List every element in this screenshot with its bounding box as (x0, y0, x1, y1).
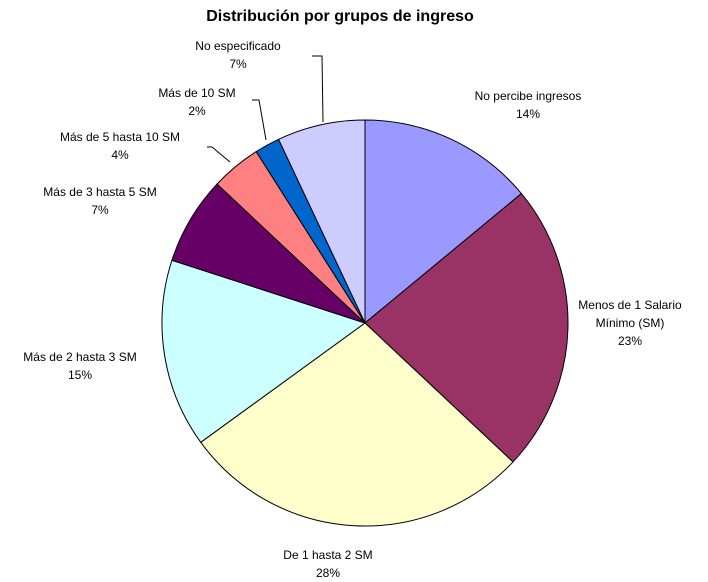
slice-label: No percibe ingresos 14% (458, 87, 598, 123)
slice-value-label: 4% (111, 148, 129, 162)
slice-category-label: Más de 10 SM (158, 86, 236, 100)
slice-value-label: 2% (188, 104, 206, 118)
chart-title: Distribución por grupos de ingreso (206, 8, 474, 25)
slice-category-label: No especificado (195, 39, 281, 53)
pie-slice (364, 119, 523, 325)
slice-category-label: Menos de 1 Salario Mínimo (SM) (578, 298, 682, 330)
pie-slice (277, 119, 366, 324)
slice-category-label: Más de 3 hasta 5 SM (43, 185, 157, 199)
slice-value-label: 28% (315, 566, 341, 580)
slice-label: De 1 hasta 2 SM 28% (258, 546, 398, 582)
slice-label: Menos de 1 Salario Mínimo (SM) 23% (575, 296, 685, 350)
slice-category-label: Más de 5 hasta 10 SM (59, 130, 181, 144)
pie-slice (200, 322, 514, 527)
slice-label: No especificado 7% (178, 37, 298, 73)
slice-value-label: 14% (515, 107, 541, 121)
slice-value-label: 15% (67, 368, 93, 382)
leader-line (207, 146, 231, 163)
slice-value-label: 23% (617, 334, 643, 348)
slice-category-label: No percibe ingresos (474, 89, 582, 103)
leader-line (252, 99, 267, 141)
slice-value-label: 7% (91, 203, 109, 217)
slice-label: Más de 5 hasta 10 SM 4% (45, 128, 195, 164)
slice-label: Más de 10 SM 2% (137, 84, 257, 120)
pie-slice (161, 259, 367, 444)
slice-label: Más de 3 hasta 5 SM 7% (25, 183, 175, 219)
slice-category-label: De 1 hasta 2 SM (283, 548, 373, 562)
leader-line (312, 55, 324, 123)
slice-category-label: Más de 2 hasta 3 SM (23, 350, 137, 364)
pie-slice (364, 192, 569, 463)
slice-value-label: 7% (229, 57, 247, 71)
slice-label: Más de 2 hasta 3 SM 15% (5, 348, 155, 384)
